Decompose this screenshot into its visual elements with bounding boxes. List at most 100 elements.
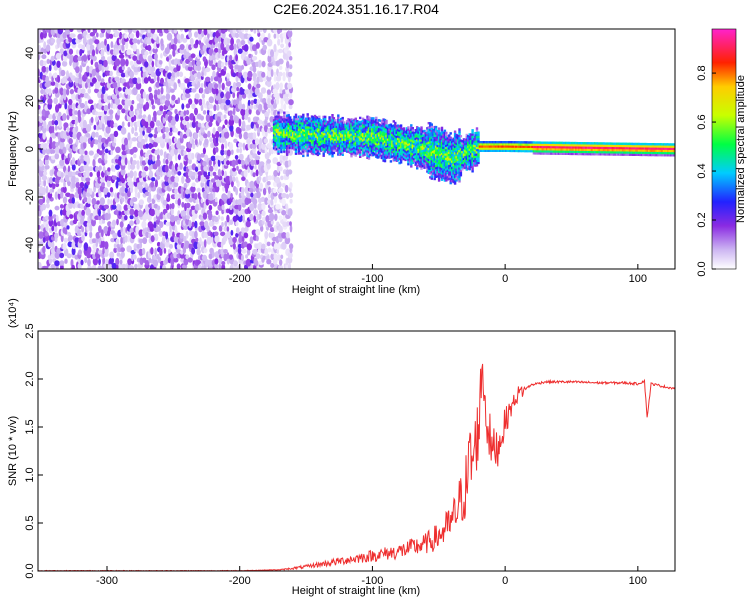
- heatmap-cell: [196, 187, 201, 193]
- heatmap-cell: [277, 152, 280, 155]
- heatmap-cell: [420, 126, 423, 129]
- heatmap-cell: [266, 241, 271, 247]
- heatmap-cell: [101, 229, 104, 238]
- heatmap-cell: [107, 167, 111, 172]
- heatmap-cell: [281, 192, 287, 199]
- heatmap-cell: [78, 249, 82, 256]
- heatmap-cell: [224, 140, 228, 149]
- heatmap-cell: [85, 208, 91, 216]
- heatmap-cell: [92, 55, 97, 62]
- heatmap-cell: [241, 249, 247, 254]
- heatmap-cell: [185, 230, 189, 239]
- heatmap-cell: [174, 176, 180, 183]
- heatmap-cell: [48, 72, 52, 79]
- heatmap-cell: [49, 136, 53, 145]
- heatmap-cell: [100, 240, 106, 248]
- heatmap-cell: [119, 259, 123, 265]
- heatmap-cell: [134, 209, 139, 217]
- heatmap-cell: [87, 196, 91, 204]
- heatmap-cell: [60, 209, 63, 216]
- heatmap-cell: [117, 87, 122, 92]
- heatmap-cell: [204, 138, 209, 146]
- heatmap-cell: [146, 37, 152, 45]
- heatmap-cell: [147, 55, 153, 62]
- heatmap-cell: [131, 137, 138, 142]
- heatmap-cell: [177, 97, 181, 104]
- heatmap-cell: [139, 108, 143, 116]
- heatmap-cell: [119, 31, 123, 40]
- heatmap-cell: [105, 70, 111, 76]
- heatmap-cell: [107, 207, 111, 214]
- heatmap-cell: [97, 157, 103, 164]
- heatmap-cell: [94, 39, 100, 45]
- heatmap-cell: [332, 151, 336, 155]
- heatmap-cell: [274, 213, 278, 221]
- heatmap-cell: [50, 149, 56, 154]
- heatmap-cell: [60, 178, 64, 183]
- heatmap-cell: [138, 114, 143, 119]
- heatmap-cell: [278, 215, 283, 221]
- heatmap-cell: [213, 104, 217, 112]
- heatmap-cell: [100, 41, 105, 49]
- heatmap-cell: [149, 264, 155, 269]
- heatmap-cell: [166, 43, 170, 50]
- heatmap-cell: [101, 219, 106, 224]
- heatmap-cell: [270, 69, 274, 77]
- heatmap-cell: [87, 166, 94, 172]
- heatmap-cell: [197, 32, 203, 41]
- heatmap-cell: [38, 104, 41, 110]
- heatmap-cell: [359, 153, 362, 156]
- heatmap-cell: [186, 121, 190, 129]
- heatmap-cell: [112, 232, 118, 239]
- heatmap-cell: [169, 160, 173, 166]
- heatmap-cell: [153, 221, 157, 229]
- heatmap-cell: [389, 160, 393, 163]
- heatmap-cell: [177, 154, 181, 161]
- heatmap-cell: [94, 203, 99, 210]
- heatmap-cell: [53, 97, 58, 105]
- heatmap-cell: [221, 82, 225, 91]
- heatmap-cell: [275, 92, 280, 101]
- heatmap-cell: [258, 103, 263, 112]
- heatmap-cell: [127, 160, 131, 166]
- heatmap-cell: [207, 130, 211, 138]
- heatmap-cell: [157, 75, 160, 83]
- heatmap-cell: [126, 230, 132, 236]
- heatmap-cell: [243, 44, 249, 52]
- heatmap-cell: [287, 71, 293, 78]
- heatmap-cell: [200, 82, 204, 89]
- heatmap-cell: [89, 44, 95, 50]
- heatmap-cell: [138, 238, 144, 244]
- heatmap-cell: [131, 126, 135, 135]
- heatmap-cell: [159, 105, 164, 112]
- heatmap-cell: [198, 264, 202, 269]
- heatmap-cell: [165, 131, 170, 139]
- heatmap-cell: [69, 55, 75, 63]
- heatmap-cell: [171, 71, 176, 78]
- heatmap-cell: [118, 38, 122, 45]
- heatmap-cell: [101, 64, 105, 73]
- heatmap-cell: [235, 232, 239, 238]
- heatmap-cell: [84, 100, 88, 106]
- heatmap-cell: [98, 208, 101, 217]
- heatmap-cell: [124, 157, 128, 166]
- heatmap-cell: [133, 153, 137, 159]
- heatmap-cell: [228, 142, 234, 151]
- heatmap-cell: [42, 29, 46, 34]
- heatmap-cell: [140, 29, 146, 33]
- heatmap-cell: [157, 126, 162, 133]
- heatmap-cell: [149, 98, 152, 107]
- heatmap-cell: [62, 186, 67, 194]
- heatmap-cell: [106, 179, 111, 188]
- heatmap-cell: [159, 248, 163, 256]
- heatmap-cell: [201, 98, 206, 106]
- heatmap-cell: [193, 132, 199, 140]
- heatmap-cell: [151, 98, 154, 106]
- heatmap-cell: [170, 38, 175, 45]
- heatmap-cell: [94, 88, 99, 94]
- heatmap-cell: [133, 114, 137, 122]
- heatmap-cell: [48, 214, 53, 222]
- heatmap-cell: [127, 172, 130, 178]
- heatmap-cell: [234, 155, 239, 160]
- heatmap-cell: [229, 205, 233, 211]
